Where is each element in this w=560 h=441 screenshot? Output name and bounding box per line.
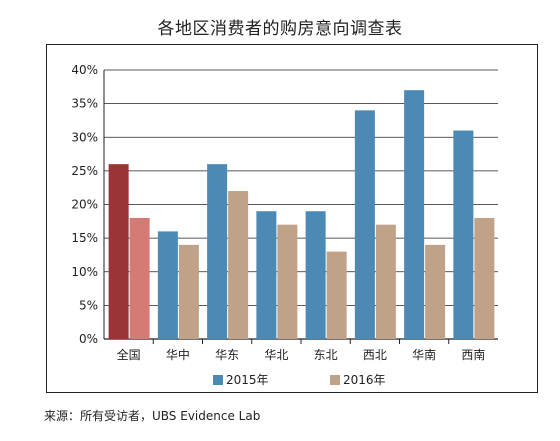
bar-2016 <box>277 224 298 339</box>
source-note: 来源：所有受访者，UBS Evidence Lab <box>44 409 261 423</box>
bar-2016 <box>178 244 199 339</box>
y-tick-label: 20% <box>71 198 98 212</box>
bar-2015 <box>108 164 129 339</box>
x-tick-label: 西北 <box>363 348 387 362</box>
bar-2015 <box>305 211 326 339</box>
x-tick-label: 西南 <box>461 347 485 362</box>
x-tick-label: 全国 <box>117 347 141 362</box>
bar-2015 <box>354 110 375 339</box>
bar-2015 <box>256 211 277 339</box>
y-tick-label: 35% <box>71 97 98 111</box>
bar-2015 <box>453 130 474 339</box>
y-tick-label: 15% <box>71 231 98 245</box>
y-tick-label: 40% <box>71 63 98 77</box>
x-tick-label: 华东 <box>215 348 239 362</box>
y-tick-label: 0% <box>79 332 98 346</box>
x-tick-label: 华北 <box>264 348 288 362</box>
x-tick-label: 东北 <box>314 348 338 362</box>
x-tick-label: 华南 <box>412 347 436 362</box>
chart-title: 各地区消费者的购房意向调查表 <box>157 19 403 39</box>
bar-2016 <box>228 191 249 339</box>
y-tick-label: 5% <box>79 298 98 312</box>
bar-2016 <box>375 224 396 339</box>
chart-border <box>46 44 538 393</box>
y-tick-label: 10% <box>71 265 98 279</box>
bar-2015 <box>404 90 425 339</box>
y-tick-label: 30% <box>71 130 98 144</box>
bar-2016 <box>129 217 150 339</box>
bar-2015 <box>207 164 228 339</box>
legend-swatch <box>330 375 340 385</box>
bar-2016 <box>326 251 347 339</box>
bar-2016 <box>474 217 495 339</box>
x-tick-label: 华中 <box>166 347 190 362</box>
legend-label: 2016年 <box>343 373 386 387</box>
legend-swatch <box>213 375 223 385</box>
y-tick-label: 25% <box>71 164 98 178</box>
bar-2016 <box>425 244 446 339</box>
legend-label: 2015年 <box>226 373 269 387</box>
bar-2015 <box>157 231 178 339</box>
